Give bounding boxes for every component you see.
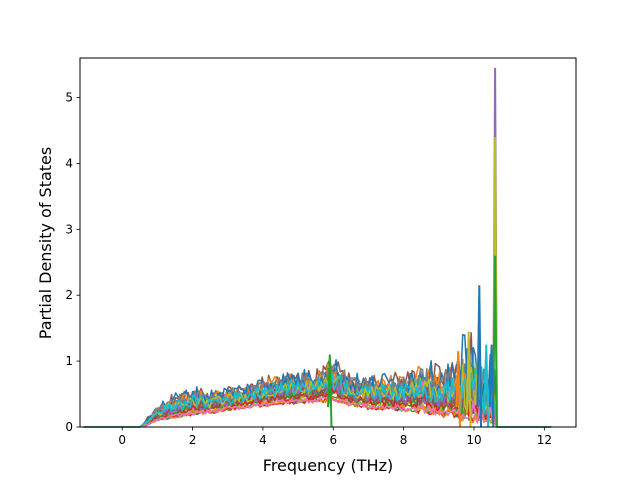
x-tick-label: 4 xyxy=(259,433,267,447)
y-tick-label: 1 xyxy=(65,354,73,368)
x-tick-label: 12 xyxy=(537,433,552,447)
pdos-series-line xyxy=(83,338,552,428)
pdos-series-line xyxy=(83,388,552,428)
peak-lines xyxy=(327,67,498,428)
pdos-series-line xyxy=(83,369,552,428)
pdos-peak xyxy=(327,354,333,428)
pdos-series-line xyxy=(83,396,552,428)
y-tick-label: 2 xyxy=(65,288,73,302)
y-tick-label: 3 xyxy=(65,222,73,236)
y-tick-label: 5 xyxy=(65,91,73,105)
pdos-peak xyxy=(466,331,472,428)
pdos-peak xyxy=(492,255,498,428)
x-tick-label: 0 xyxy=(118,433,126,447)
y-tick-label: 0 xyxy=(65,420,73,434)
pdos-peak xyxy=(476,285,482,428)
y-axis: 0 1 2 3 4 5 xyxy=(65,91,80,434)
x-tick-label: 2 xyxy=(189,433,197,447)
y-axis-label: Partial Density of States xyxy=(36,147,55,339)
x-axis: 0 2 4 6 8 10 12 xyxy=(118,427,552,447)
series-lines xyxy=(83,332,552,428)
x-tick-label: 10 xyxy=(466,433,481,447)
y-tick-label: 4 xyxy=(65,156,73,170)
x-tick-label: 6 xyxy=(329,433,337,447)
pdos-peak xyxy=(488,344,495,428)
pdos-peak xyxy=(455,351,461,428)
pdos-peak xyxy=(483,344,490,428)
x-tick-label: 8 xyxy=(400,433,408,447)
x-axis-label: Frequency (THz) xyxy=(263,456,393,475)
plot-frame xyxy=(79,57,577,428)
